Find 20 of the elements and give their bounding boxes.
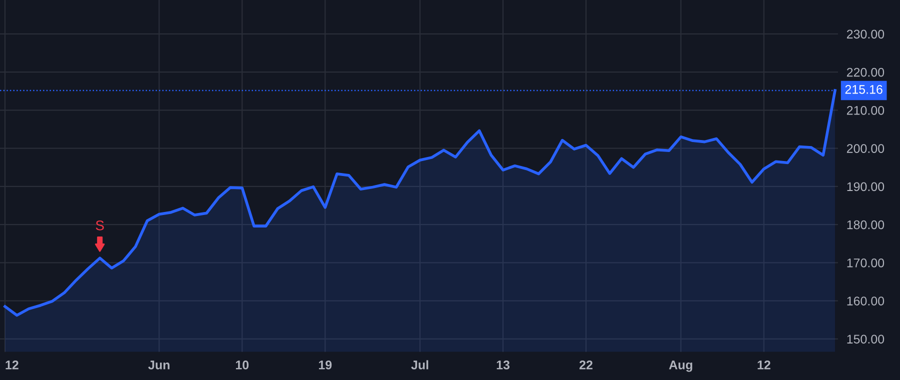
y-tick-label: 150.00 bbox=[847, 334, 884, 344]
x-tick-label: 10 bbox=[236, 360, 249, 370]
x-tick-label: 22 bbox=[580, 360, 592, 370]
data-label: 215.16 bbox=[845, 85, 882, 94]
y-tick-label: 210.00 bbox=[846, 106, 884, 115]
x-tick-label: Jul bbox=[411, 360, 428, 370]
y-tick-label: 180.00 bbox=[847, 220, 884, 230]
y-tick-label: 160.00 bbox=[847, 296, 884, 306]
y-tick-label: 170.00 bbox=[847, 258, 884, 268]
y-tick-label: 230.00 bbox=[846, 30, 884, 39]
y-tick-label: 200.00 bbox=[846, 144, 884, 153]
annotation: S bbox=[96, 220, 104, 230]
y-tick-label: 190.00 bbox=[847, 182, 884, 192]
x-tick-label: 12 bbox=[758, 360, 770, 370]
x-tick-label: Aug bbox=[669, 360, 692, 372]
x-tick-label: 13 bbox=[496, 360, 510, 370]
y-tick-label: 220.00 bbox=[846, 68, 884, 77]
x-tick-label: Jun bbox=[148, 360, 170, 370]
x-tick-label: 19 bbox=[318, 360, 332, 370]
x-tick-label: 12 bbox=[6, 360, 18, 370]
